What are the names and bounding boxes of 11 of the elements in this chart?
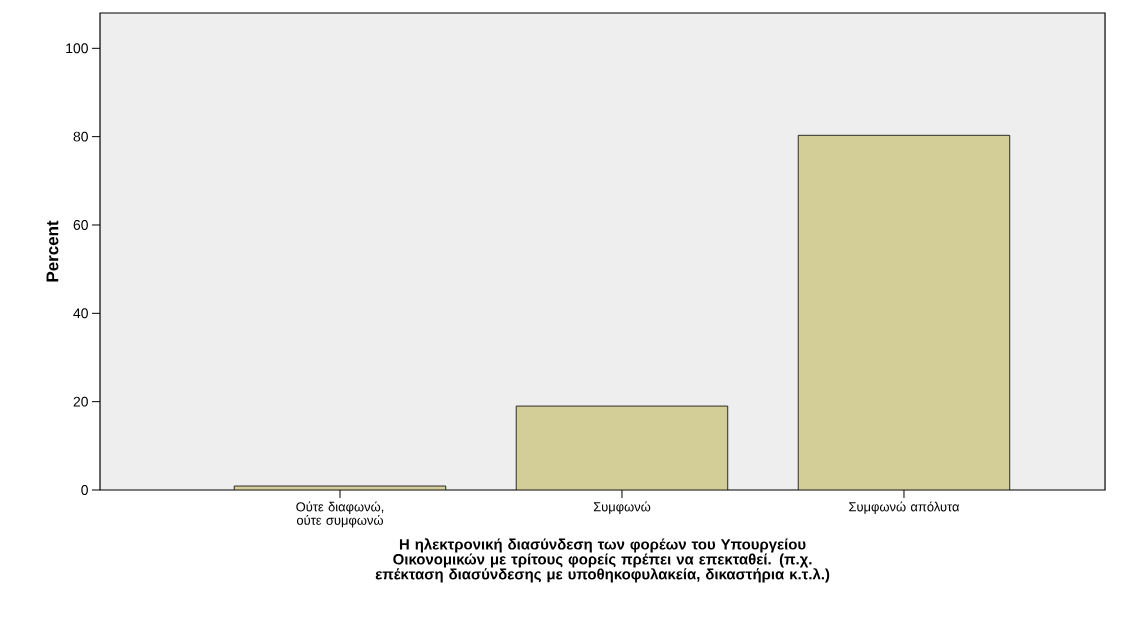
x-tick-label: Συμφωνώ (593, 501, 651, 514)
y-tick-label: 60 (73, 220, 88, 230)
x-tick-label: Συμφωνώ απόλυτα (849, 501, 960, 514)
y-tick-label: 40 (73, 308, 88, 319)
y-tick-label: 20 (73, 396, 88, 407)
y-tick-label: 80 (73, 131, 88, 142)
x-axis-title: Η ηλεκτρονική διασύνδεση των φορέων του Υπουργείου Οικονομικών με τρίτους φορείς πρέπει να επεκταθεί. (π.χ. επέκταση διασύνδεσης με υποθηκοφυλακεία, δικαστήρια κ.τ.λ.) (375, 538, 830, 583)
y-tick-label: 100 (66, 43, 88, 54)
y-tick-label: 0 (81, 485, 88, 495)
x-tick-label: Ούτε διαφωνώ, ούτε συμφωνώ (296, 501, 384, 528)
y-axis-title: Percent (46, 220, 59, 282)
